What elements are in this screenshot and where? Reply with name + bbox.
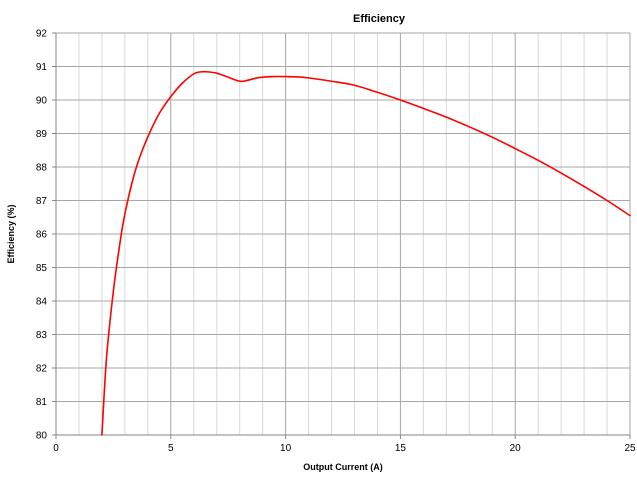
series-layer [101,70,631,436]
x-tick-label: 0 [53,443,59,454]
y-tick-label: 85 [36,263,48,274]
y-tick-label: 84 [36,297,48,308]
y-tick-labels: 80 81 82 83 84 85 86 87 88 89 90 91 92 [36,29,56,442]
y-tick-label: 92 [36,29,48,40]
x-tick-labels: 0 5 10 15 20 25 [53,435,636,454]
y-tick-label: 83 [36,330,48,341]
efficiency-series-line [101,70,631,436]
x-tick-label: 15 [395,443,407,454]
major-gridlines [56,32,631,435]
y-tick-label: 86 [36,230,48,241]
y-tick-label: 91 [36,62,48,73]
x-tick-label: 20 [510,443,522,454]
x-axis-label: Output Current (A) [303,462,382,472]
y-tick-label: 89 [36,129,48,140]
y-tick-label: 88 [36,163,48,174]
y-tick-label: 90 [36,96,48,107]
x-tick-label: 5 [168,443,174,454]
y-axis-label: Efficiency (%) [6,204,16,263]
y-tick-label: 82 [36,364,48,375]
chart-title: Efficiency [353,13,406,25]
x-tick-label: 25 [624,443,636,454]
x-tick-label: 10 [280,443,292,454]
y-tick-label: 80 [36,431,48,442]
y-tick-label: 87 [36,196,48,207]
y-tick-label: 81 [36,397,48,408]
